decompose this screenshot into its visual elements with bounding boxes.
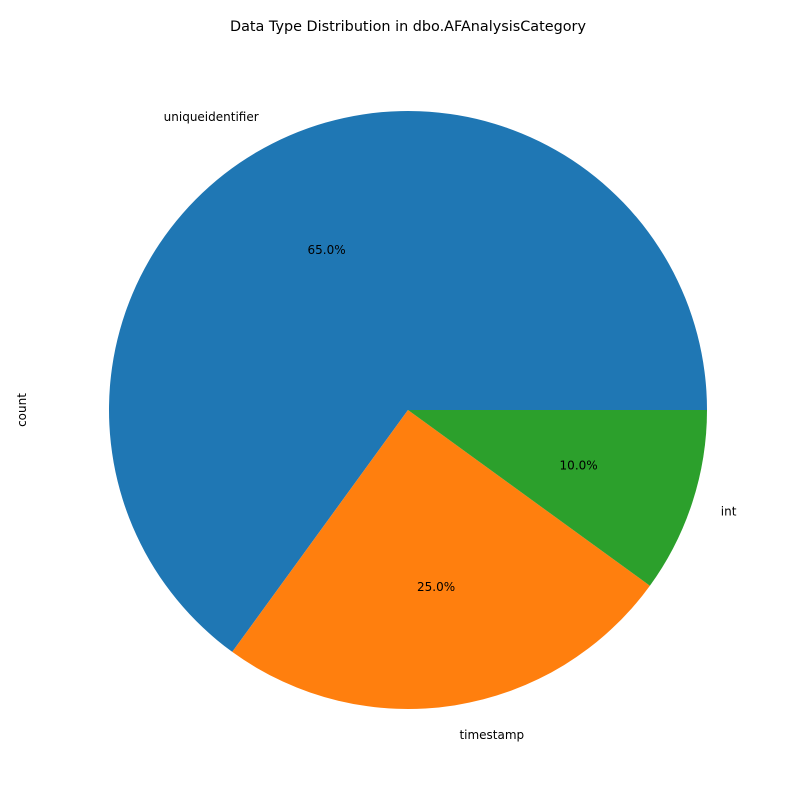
slice-percent-timestamp: 25.0% xyxy=(417,580,455,594)
slice-percent-int: 10.0% xyxy=(560,458,598,472)
pie-slices xyxy=(109,111,707,709)
slice-percent-uniqueidentifier: 65.0% xyxy=(307,243,345,257)
slice-label-uniqueidentifier: uniqueidentifier xyxy=(164,110,259,124)
slice-label-timestamp: timestamp xyxy=(459,728,524,742)
pie-slice-timestamp xyxy=(232,410,650,709)
pie-slice-int xyxy=(408,410,707,586)
pie-labels: uniqueidentifier 65.0% timestamp 25.0% int 10… xyxy=(164,110,737,742)
y-axis-label: count xyxy=(15,393,29,427)
pie-slice-uniqueidentifier xyxy=(109,111,707,652)
chart-title: Data Type Distribution in dbo.AFAnalysis… xyxy=(230,19,586,35)
slice-label-int: int xyxy=(721,505,737,519)
